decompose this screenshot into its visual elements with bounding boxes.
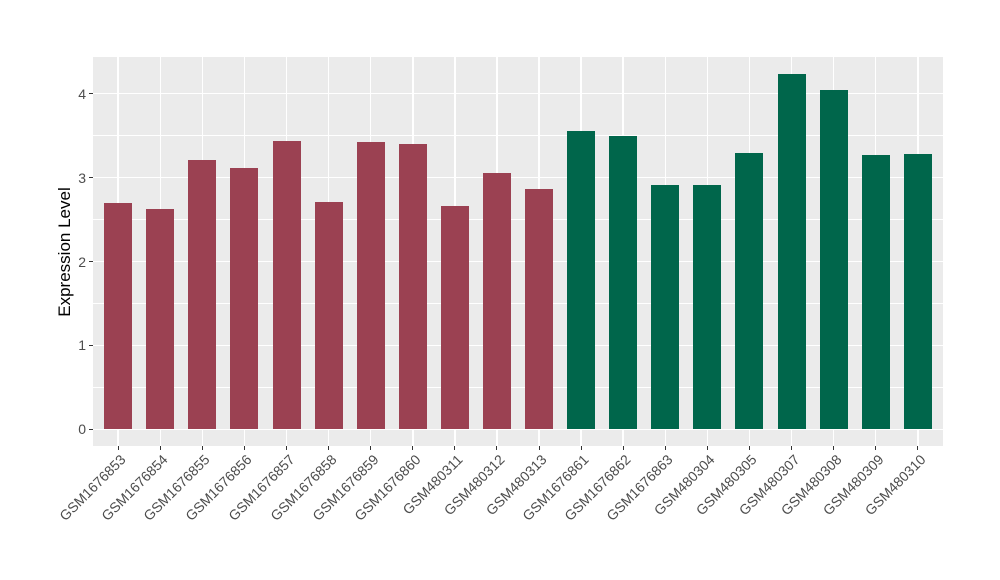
y-tick-label: 2	[78, 253, 86, 270]
minor-gridline	[93, 386, 943, 388]
y-tick-label: 1	[78, 337, 86, 354]
x-tick-mark	[917, 446, 919, 450]
minor-gridline	[93, 302, 943, 304]
bar	[567, 130, 596, 430]
x-tick-mark	[412, 446, 414, 450]
x-tick-mark	[538, 446, 540, 450]
bar	[861, 154, 890, 430]
x-tick-mark	[706, 446, 708, 450]
bar	[440, 206, 469, 430]
bar	[819, 89, 848, 430]
bar	[398, 144, 427, 430]
bar	[482, 173, 511, 430]
x-tick-mark	[159, 446, 161, 450]
x-tick-mark	[748, 446, 750, 450]
bar	[525, 189, 554, 430]
plot-panel	[93, 57, 943, 446]
bar	[651, 185, 680, 430]
bar	[693, 185, 722, 430]
x-tick-mark	[664, 446, 666, 450]
bar	[903, 154, 932, 430]
y-tick-mark	[89, 93, 93, 95]
y-tick-mark	[89, 344, 93, 346]
x-tick-mark	[370, 446, 372, 450]
x-tick-mark	[328, 446, 330, 450]
bar	[188, 159, 217, 430]
y-axis-title: Expression Level	[55, 187, 74, 317]
y-tick-label: 4	[78, 85, 86, 102]
x-tick-mark	[875, 446, 877, 450]
bar	[777, 74, 806, 430]
x-tick-mark	[454, 446, 456, 450]
bar	[104, 202, 133, 430]
x-tick-mark	[622, 446, 624, 450]
major-gridline	[93, 344, 943, 347]
y-tick-mark	[89, 177, 93, 179]
x-tick-mark	[791, 446, 792, 450]
x-tick-mark	[243, 446, 245, 450]
y-tick-label: 0	[78, 421, 86, 438]
bar	[146, 209, 175, 430]
y-tick-mark	[89, 261, 93, 262]
major-gridline	[93, 260, 943, 263]
y-tick-label: 3	[78, 169, 86, 186]
major-gridline	[93, 92, 943, 95]
x-tick-mark	[496, 446, 498, 450]
x-tick-mark	[580, 446, 582, 450]
bar	[230, 168, 259, 430]
minor-gridline	[93, 135, 943, 137]
x-tick-mark	[286, 446, 288, 450]
bar	[609, 136, 638, 430]
x-tick-mark	[117, 446, 119, 450]
x-tick-mark	[833, 446, 835, 450]
bar	[314, 201, 343, 430]
y-tick-mark	[89, 428, 93, 430]
bar	[356, 141, 385, 430]
bar	[735, 153, 764, 430]
major-gridline	[93, 428, 943, 431]
major-gridline	[93, 176, 943, 179]
bar	[272, 140, 301, 430]
x-tick-mark	[201, 446, 203, 450]
minor-gridline	[93, 219, 943, 221]
